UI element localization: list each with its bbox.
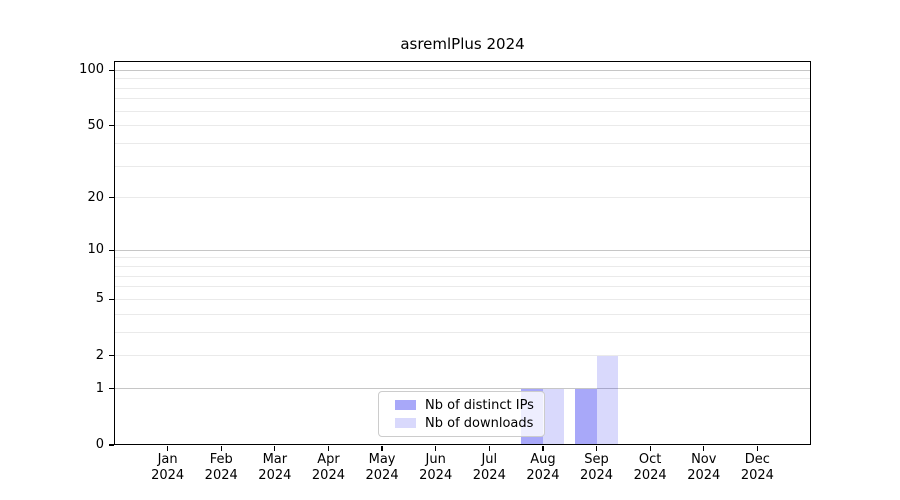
x-tick-label: Feb 2024	[204, 452, 238, 483]
major-gridline	[115, 69, 810, 71]
legend-item-downloads: Nb of downloads	[395, 416, 544, 431]
minor-gridline	[115, 331, 810, 333]
y-tick-mark	[109, 69, 114, 71]
minor-gridline	[115, 257, 810, 259]
x-tick-mark	[595, 446, 598, 451]
minor-gridline	[115, 78, 810, 80]
minor-gridline	[115, 98, 810, 100]
y-tick-label: 0	[95, 437, 104, 452]
x-tick-label: Nov 2024	[687, 452, 721, 483]
bar-distinct-ips-sep	[575, 388, 597, 445]
bar-downloads-aug	[542, 388, 565, 445]
major-gridline	[115, 388, 810, 390]
y-tick-label: 5	[95, 291, 104, 307]
x-tick-mark	[756, 446, 758, 451]
minor-gridline	[115, 298, 810, 300]
x-tick-label: Sep 2024	[579, 452, 614, 483]
legend-swatch-distinct-ips-icon	[395, 400, 416, 410]
x-tick-mark	[274, 446, 276, 451]
legend-swatch-downloads-icon	[395, 418, 416, 428]
minor-gridline	[115, 165, 810, 167]
x-tick-mark	[488, 446, 490, 451]
y-tick-mark	[109, 444, 114, 446]
minor-gridline	[115, 87, 810, 89]
minor-gridline	[115, 286, 810, 288]
x-tick-mark	[703, 446, 705, 451]
x-tick-label: Oct 2024	[633, 452, 667, 483]
x-tick-label: Jan 2024	[151, 452, 185, 483]
minor-gridline	[115, 125, 810, 127]
y-tick-label: 20	[87, 189, 104, 205]
minor-gridline	[115, 197, 810, 199]
minor-gridline	[115, 142, 810, 144]
x-tick-label: Dec 2024	[740, 452, 774, 483]
x-tick-label: Mar 2024	[258, 452, 292, 483]
legend-item-distinct-ips: Nb of distinct IPs	[395, 398, 544, 413]
chart-title: asremlPlus 2024	[400, 35, 525, 53]
minor-gridline	[115, 266, 810, 268]
minor-gridline	[115, 275, 810, 277]
x-tick-label: May 2024	[365, 452, 399, 483]
y-tick-label: 1	[95, 380, 104, 396]
bar-downloads-sep	[596, 355, 618, 445]
y-tick-mark	[109, 388, 114, 390]
legend-label-downloads: Nb of downloads	[425, 415, 534, 431]
y-tick-mark	[109, 355, 114, 357]
minor-gridline	[115, 313, 810, 315]
y-tick-mark	[109, 125, 114, 127]
x-tick-mark	[542, 446, 544, 451]
y-tick-mark	[109, 298, 114, 301]
minor-gridline	[115, 110, 810, 112]
y-tick-mark	[109, 197, 114, 199]
legend-label-distinct-ips: Nb of distinct IPs	[425, 397, 534, 413]
x-tick-mark	[381, 446, 383, 451]
y-tick-mark	[109, 249, 114, 251]
x-tick-mark	[649, 446, 651, 451]
x-tick-mark	[220, 446, 222, 451]
major-gridline	[115, 249, 810, 251]
legend: Nb of distinct IPs Nb of downloads	[378, 391, 545, 437]
x-tick-label: Apr 2024	[311, 452, 345, 483]
y-tick-label: 100	[79, 62, 104, 78]
x-tick-label: Aug 2024	[526, 452, 560, 483]
minor-gridline	[115, 355, 810, 357]
y-tick-label: 2	[95, 347, 104, 363]
x-tick-mark	[327, 446, 330, 451]
x-tick-mark	[167, 446, 169, 451]
y-tick-label: 50	[87, 117, 104, 133]
y-tick-label: 10	[87, 242, 104, 258]
x-tick-label: Jul 2024	[472, 452, 506, 483]
x-tick-label: Jun 2024	[419, 452, 453, 483]
x-tick-mark	[435, 446, 437, 451]
